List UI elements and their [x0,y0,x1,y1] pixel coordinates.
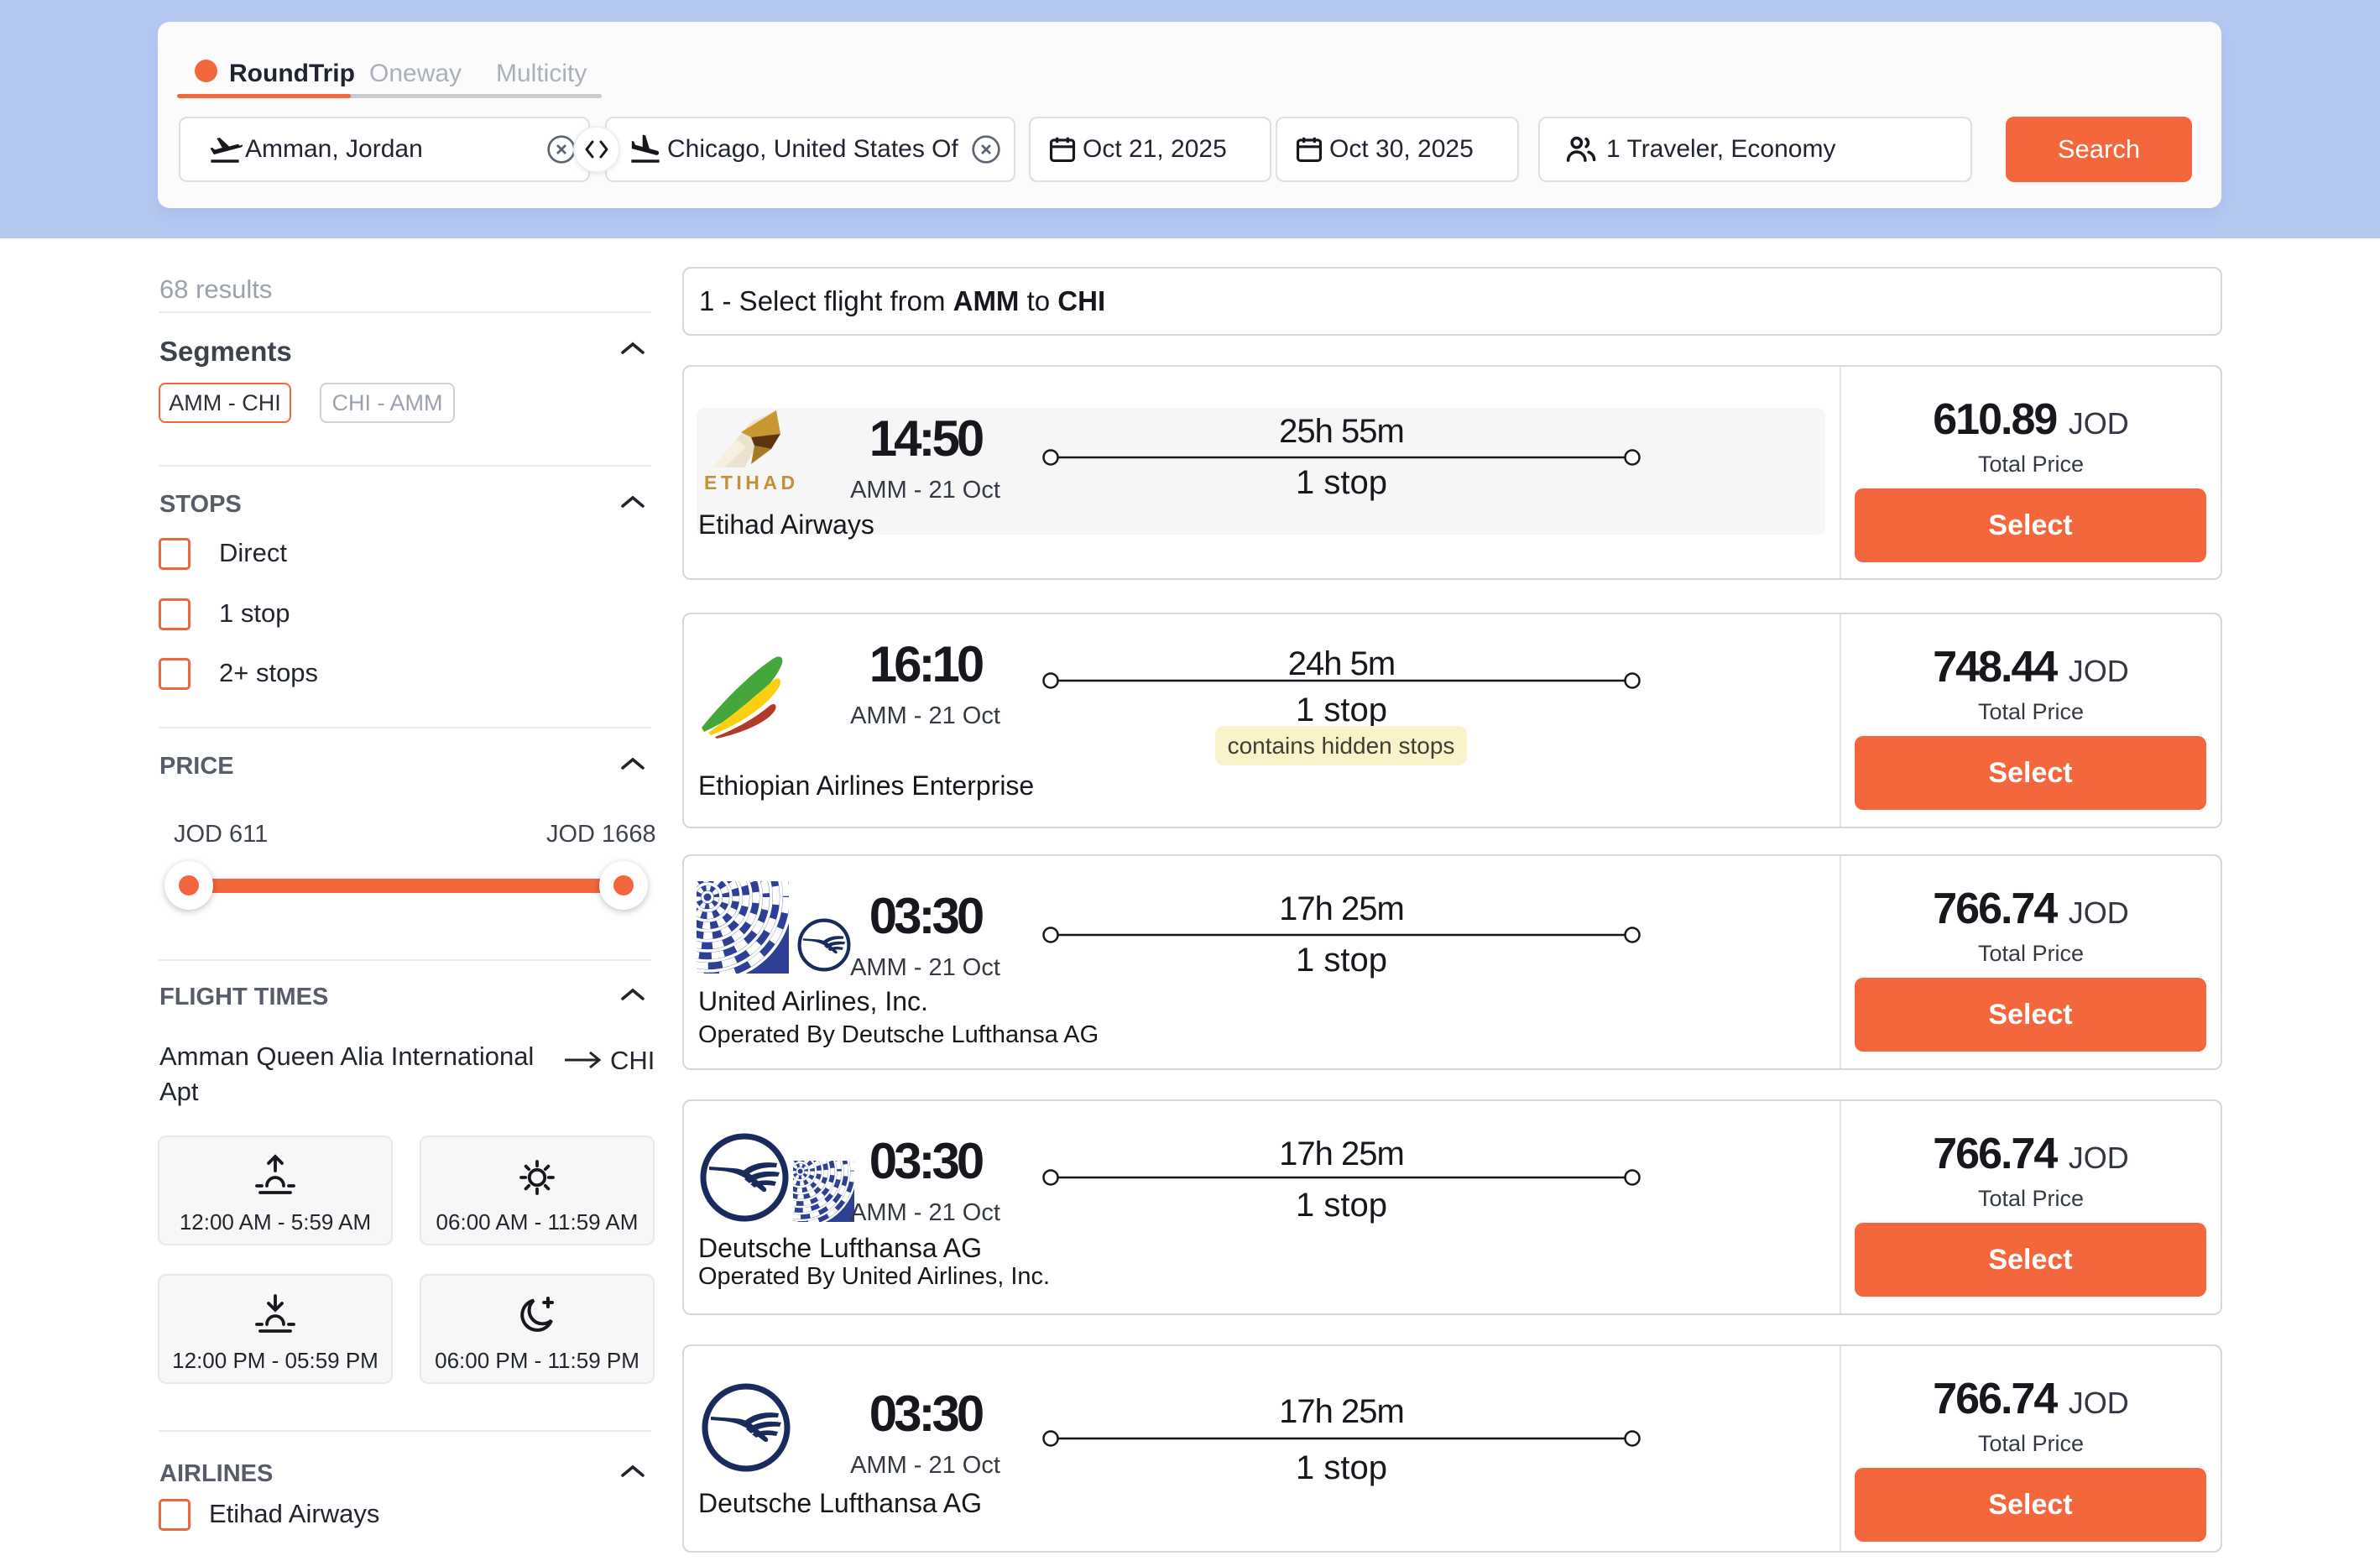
svg-text:ETIHAD: ETIHAD [704,472,799,493]
